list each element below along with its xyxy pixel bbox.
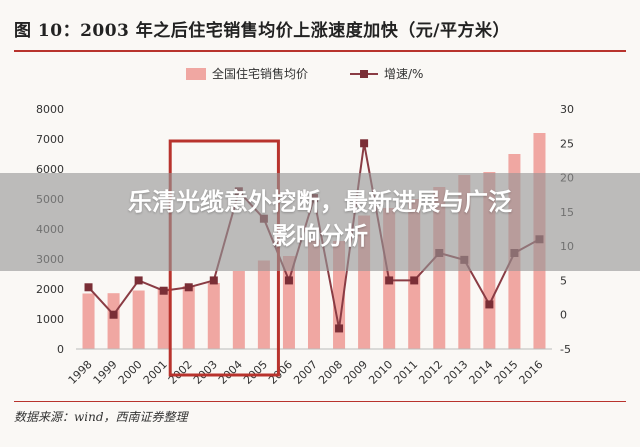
x-tick-label-2012: 2012 (416, 358, 445, 387)
growth-marker-2000 (134, 276, 143, 285)
growth-marker-2009 (360, 139, 369, 148)
growth-marker-1998 (84, 283, 93, 292)
x-tick-label-2010: 2010 (366, 358, 395, 387)
overlay-banner (0, 173, 640, 271)
y-right-tick-label: -5 (560, 343, 571, 356)
growth-marker-2001 (159, 286, 168, 295)
x-tick-label-2001: 2001 (141, 358, 170, 387)
y-left-tick-label: 0 (57, 343, 64, 356)
overlay-caption: 乐清光缆意外挖断，最新进展与广泛 影响分析 (0, 185, 640, 253)
y-left-tick-label: 8000 (36, 103, 64, 116)
growth-marker-2003 (209, 276, 218, 285)
growth-marker-2010 (385, 276, 394, 285)
overlay-caption-line-2: 影响分析 (272, 222, 368, 250)
bar-1998 (82, 293, 95, 349)
y-left-tick-label: 2000 (36, 283, 64, 296)
y-right-tick-label: 25 (560, 137, 574, 150)
legend-marker-growth (360, 70, 368, 78)
bar-2002 (182, 286, 195, 349)
bar-1999 (107, 293, 120, 349)
growth-marker-2011 (410, 276, 419, 285)
bar-2004 (232, 271, 245, 349)
x-tick-label-2016: 2016 (517, 358, 546, 387)
growth-marker-2008 (335, 324, 344, 333)
bar-2003 (207, 283, 220, 349)
x-tick-label-1999: 1999 (91, 358, 120, 387)
x-tick-label-2014: 2014 (466, 358, 495, 387)
x-tick-label-2004: 2004 (216, 358, 245, 387)
x-tick-label-2008: 2008 (316, 358, 345, 387)
x-tick-label-2003: 2003 (191, 358, 220, 387)
legend-label-growth: 增速/% (384, 67, 423, 81)
bar-2001 (157, 288, 170, 349)
growth-marker-2006 (284, 276, 293, 285)
x-tick-label-2013: 2013 (441, 358, 470, 387)
source-note: 数据来源：wind，西南证券整理 (14, 410, 188, 424)
x-tick-label-2011: 2011 (391, 358, 420, 387)
y-right-tick-label: 30 (560, 103, 574, 116)
source-divider (14, 401, 626, 402)
bar-2000 (132, 290, 145, 349)
x-tick-label-2005: 2005 (241, 358, 270, 387)
x-tick-label-2009: 2009 (341, 358, 370, 387)
title-bar: 图 10：2003 年之后住宅销售均价上涨速度加快（元/平方米） (14, 6, 626, 52)
y-left-tick-label: 6000 (36, 163, 64, 176)
overlay-caption-line-1: 乐清光缆意外挖断，最新进展与广泛 (128, 188, 512, 216)
y-right-tick-label: 0 (560, 309, 567, 322)
x-tick-label-2007: 2007 (291, 358, 320, 387)
page-title: 图 10：2003 年之后住宅销售均价上涨速度加快（元/平方米） (14, 20, 511, 41)
y-left-tick-label: 1000 (36, 313, 64, 326)
growth-marker-2014 (485, 300, 494, 309)
x-tick-label-1998: 1998 (66, 358, 95, 387)
legend-label-bars: 全国住宅销售均价 (212, 66, 308, 81)
bar-2005 (257, 260, 270, 349)
growth-marker-1999 (109, 310, 118, 319)
y-left-tick-label: 7000 (36, 133, 64, 146)
x-tick-label-2000: 2000 (116, 358, 145, 387)
y-right-tick-label: 5 (560, 274, 567, 287)
growth-marker-2002 (184, 283, 193, 292)
legend-swatch-bars (186, 68, 206, 80)
x-tick-label-2015: 2015 (492, 358, 521, 387)
x-tick-label-2006: 2006 (266, 358, 295, 387)
